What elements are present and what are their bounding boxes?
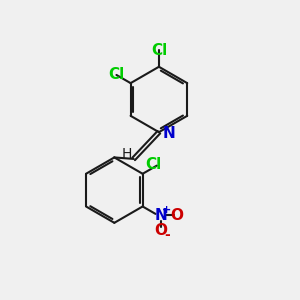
Text: O: O: [154, 223, 167, 238]
Text: Cl: Cl: [146, 157, 162, 172]
Text: N: N: [154, 208, 167, 223]
Text: O: O: [171, 208, 184, 223]
Text: +: +: [162, 205, 171, 215]
Text: N: N: [163, 126, 175, 141]
Text: Cl: Cl: [151, 43, 167, 58]
Text: H: H: [122, 147, 132, 160]
Text: -: -: [164, 228, 170, 242]
Text: Cl: Cl: [108, 68, 124, 82]
